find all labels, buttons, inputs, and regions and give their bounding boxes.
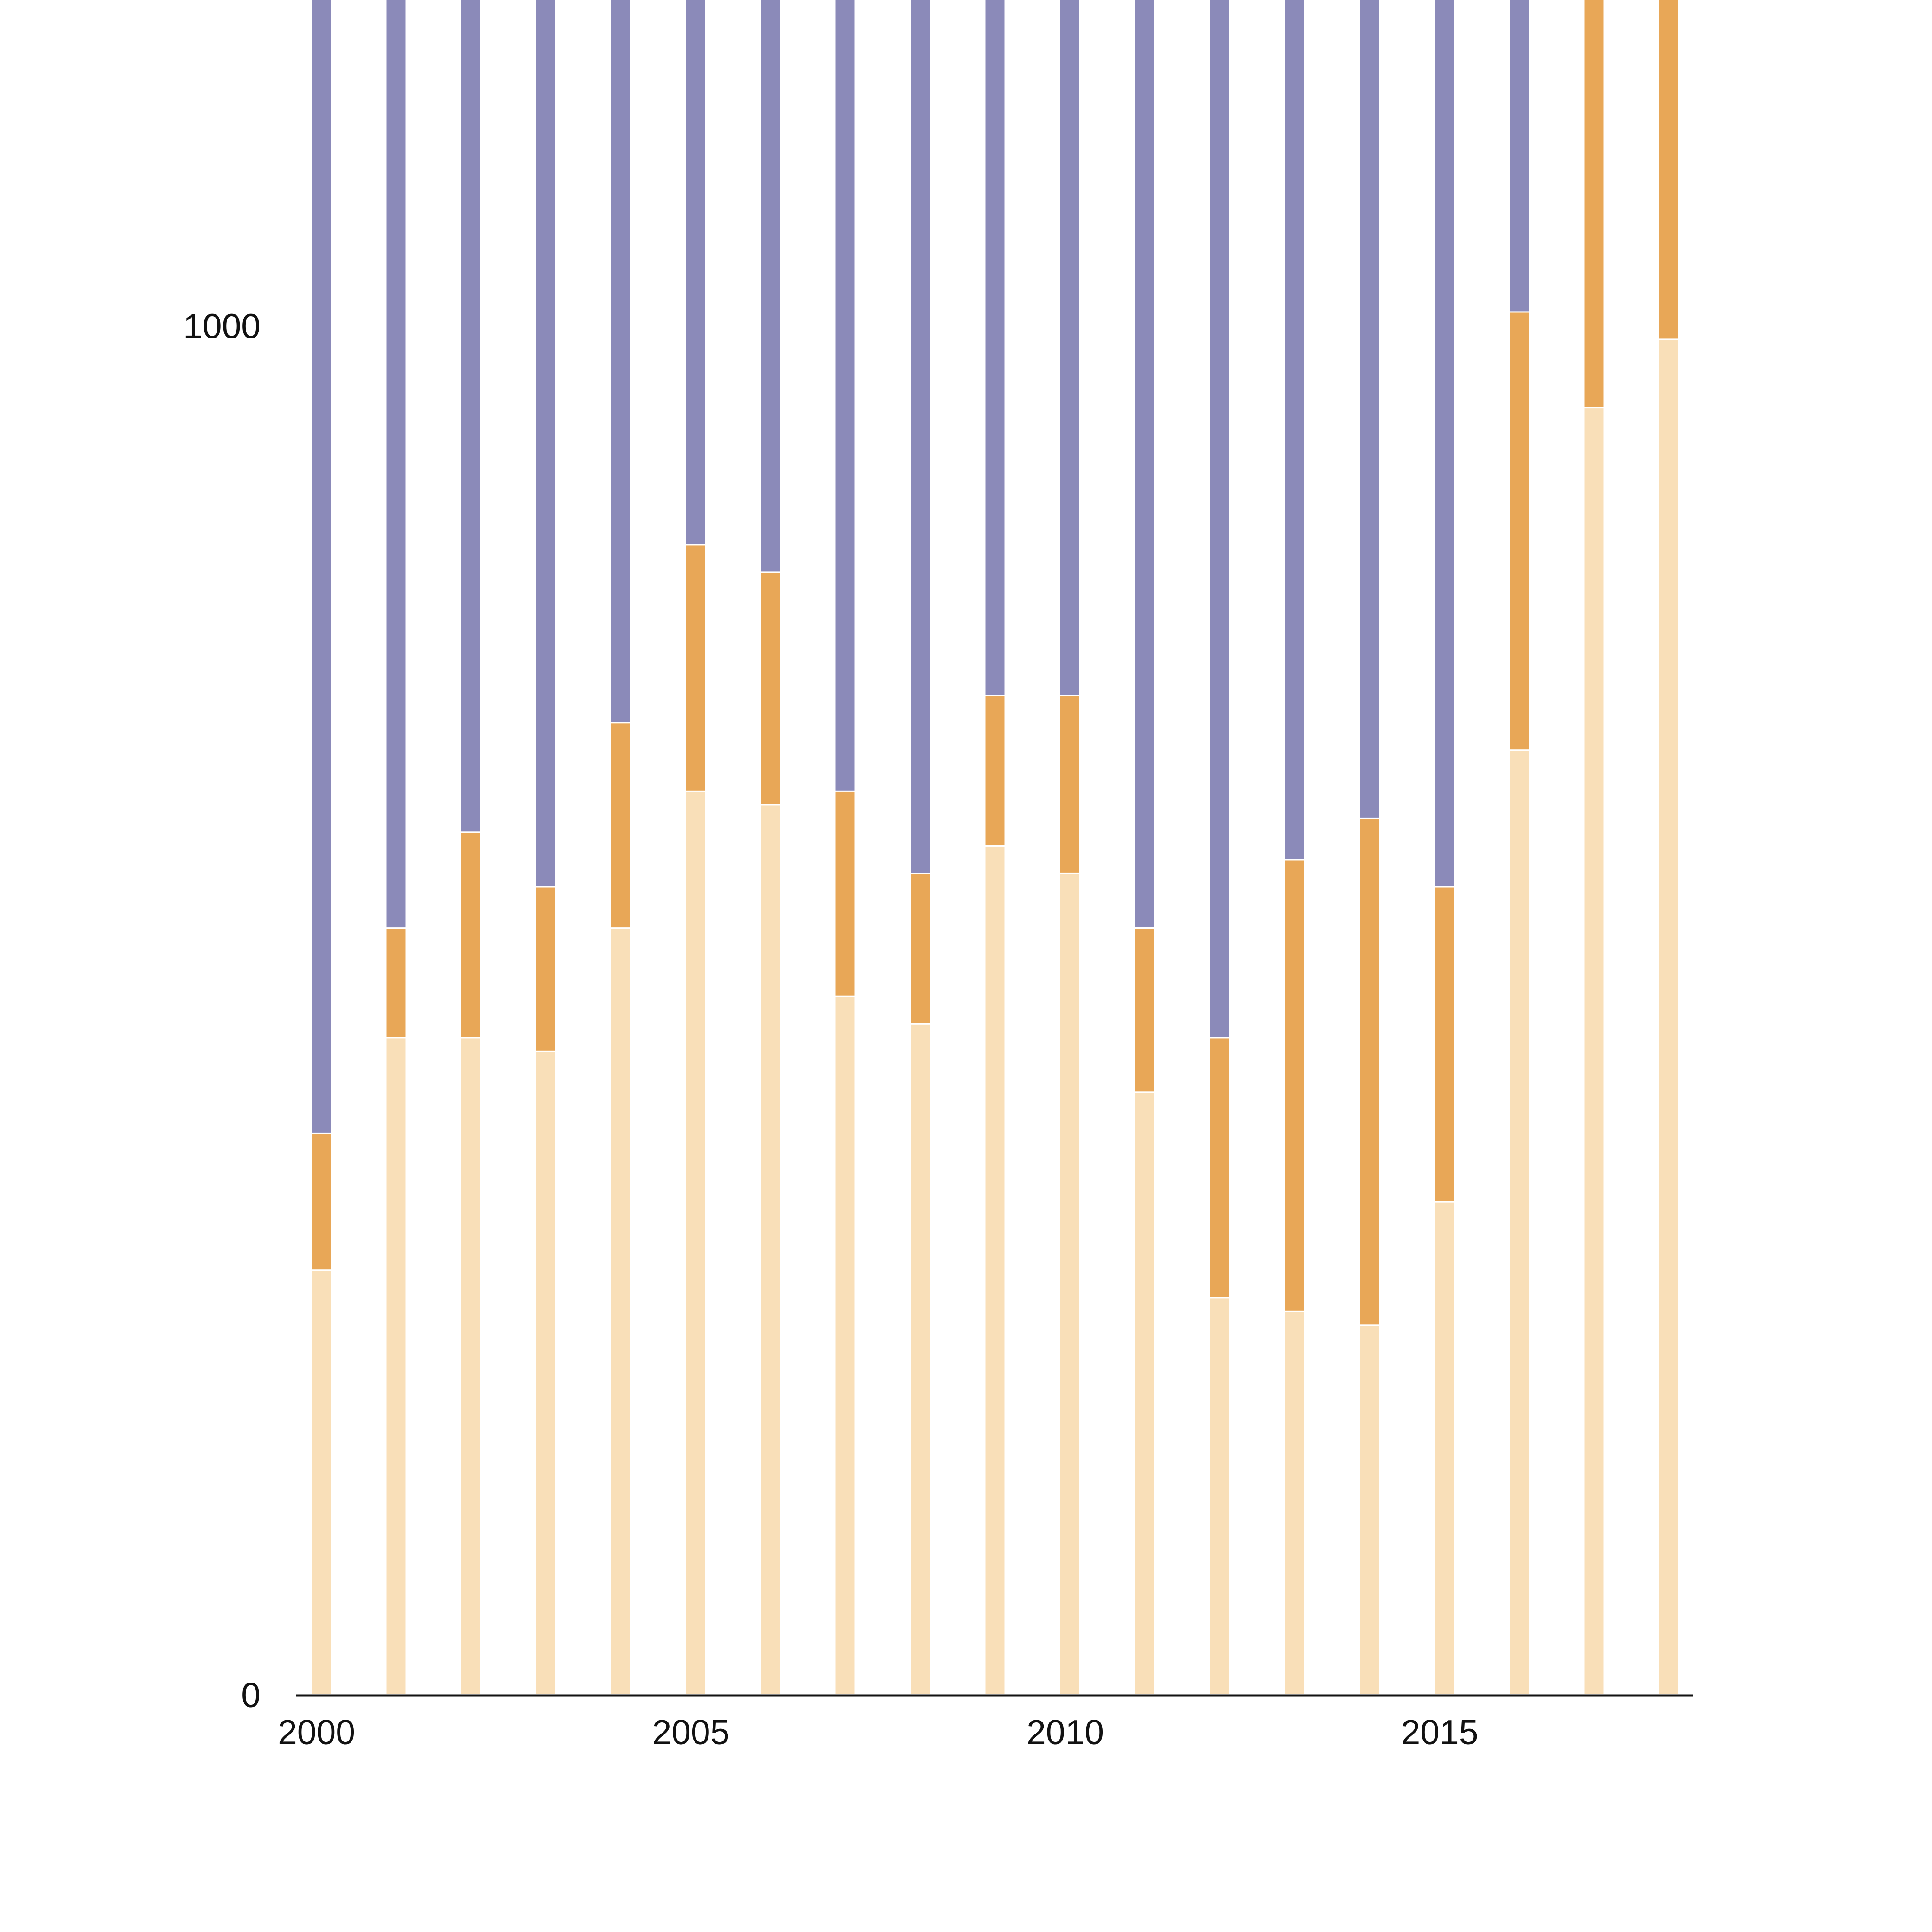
bar-segment-2001-series-3 xyxy=(385,0,407,929)
bar-segment-2000-series-2 xyxy=(310,1132,332,1271)
bar-segment-2013-series-1 xyxy=(1283,1310,1306,1696)
bar-segment-2005-series-3 xyxy=(684,0,707,546)
bar-segment-2012-series-2 xyxy=(1209,1037,1231,1299)
bar-segment-2011-series-2 xyxy=(1134,927,1156,1093)
bar-segment-2009-series-1 xyxy=(984,845,1006,1696)
bar-segment-2008-series-3 xyxy=(909,0,931,874)
y-tick-label: 1000 xyxy=(183,306,261,345)
bar-segment-2005-series-1 xyxy=(684,790,707,1696)
x-tick-label: 2010 xyxy=(1027,1713,1104,1752)
bar-segment-2000-series-3 xyxy=(310,0,332,1134)
bars-layer xyxy=(310,0,1680,1696)
bar-segment-2010-series-1 xyxy=(1059,872,1081,1696)
bar-segment-2012-series-3 xyxy=(1209,0,1231,1039)
bar-segment-2000-series-1 xyxy=(310,1269,332,1696)
bar-segment-2007-series-2 xyxy=(834,790,856,997)
x-tick-labels: 2000 2005 2010 2015 xyxy=(278,1713,1478,1752)
bar-segment-2011-series-1 xyxy=(1134,1091,1156,1696)
bar-segment-2008-series-2 xyxy=(909,872,931,1025)
bar-segment-2010-series-2 xyxy=(1059,695,1081,874)
bar-segment-2008-series-1 xyxy=(909,1023,931,1696)
bar-segment-2016-series-1 xyxy=(1508,749,1530,1696)
x-tick-label: 2015 xyxy=(1401,1713,1479,1752)
bar-segment-2017-series-1 xyxy=(1583,407,1605,1696)
bar-segment-2002-series-1 xyxy=(460,1037,482,1696)
bar-segment-2018-series-1 xyxy=(1658,338,1680,1696)
bar-segment-2006-series-3 xyxy=(759,0,781,573)
bar-segment-2005-series-2 xyxy=(684,544,707,792)
bar-segment-2011-series-3 xyxy=(1134,0,1156,929)
bar-segment-2006-series-1 xyxy=(759,804,781,1696)
bar-segment-2016-series-3 xyxy=(1508,0,1530,313)
bar-segment-2003-series-3 xyxy=(535,0,557,888)
bar-segment-2015-series-2 xyxy=(1433,886,1455,1203)
bar-segment-2001-series-2 xyxy=(385,927,407,1039)
bar-segment-2004-series-2 xyxy=(610,722,631,929)
bar-segment-2014-series-1 xyxy=(1358,1324,1380,1696)
bar-segment-2006-series-2 xyxy=(759,571,781,806)
x-tick-label: 2000 xyxy=(278,1713,355,1752)
y-tick-labels: 010002000300040005000 xyxy=(183,306,261,1715)
bar-segment-2003-series-1 xyxy=(535,1050,557,1696)
bar-segment-2002-series-3 xyxy=(460,0,482,833)
bar-segment-2016-series-2 xyxy=(1508,311,1530,751)
bar-segment-2004-series-1 xyxy=(610,927,631,1696)
x-tick-label: 2005 xyxy=(652,1713,730,1752)
bar-segment-2003-series-2 xyxy=(535,886,557,1052)
bar-segment-2013-series-3 xyxy=(1283,0,1306,861)
bar-segment-2007-series-1 xyxy=(834,995,856,1696)
bar-segment-2015-series-1 xyxy=(1433,1201,1455,1696)
bar-segment-2009-series-3 xyxy=(984,0,1006,696)
bar-segment-2007-series-3 xyxy=(834,0,856,792)
bar-segment-2013-series-2 xyxy=(1283,859,1306,1312)
bar-segment-2014-series-2 xyxy=(1358,817,1380,1326)
bar-segment-2002-series-2 xyxy=(460,831,482,1039)
bar-segment-2015-series-3 xyxy=(1433,0,1455,888)
bar-segment-2012-series-1 xyxy=(1209,1297,1231,1696)
bar-segment-2018-series-2 xyxy=(1658,0,1680,340)
bar-segment-2017-series-2 xyxy=(1583,0,1605,409)
bar-segment-2001-series-1 xyxy=(385,1037,407,1696)
bar-segment-2010-series-3 xyxy=(1059,0,1081,696)
bar-segment-2014-series-3 xyxy=(1358,0,1380,819)
bar-segment-2009-series-2 xyxy=(984,695,1006,847)
y-tick-label: 0 xyxy=(241,1676,261,1715)
bar-segment-2004-series-3 xyxy=(610,0,631,724)
